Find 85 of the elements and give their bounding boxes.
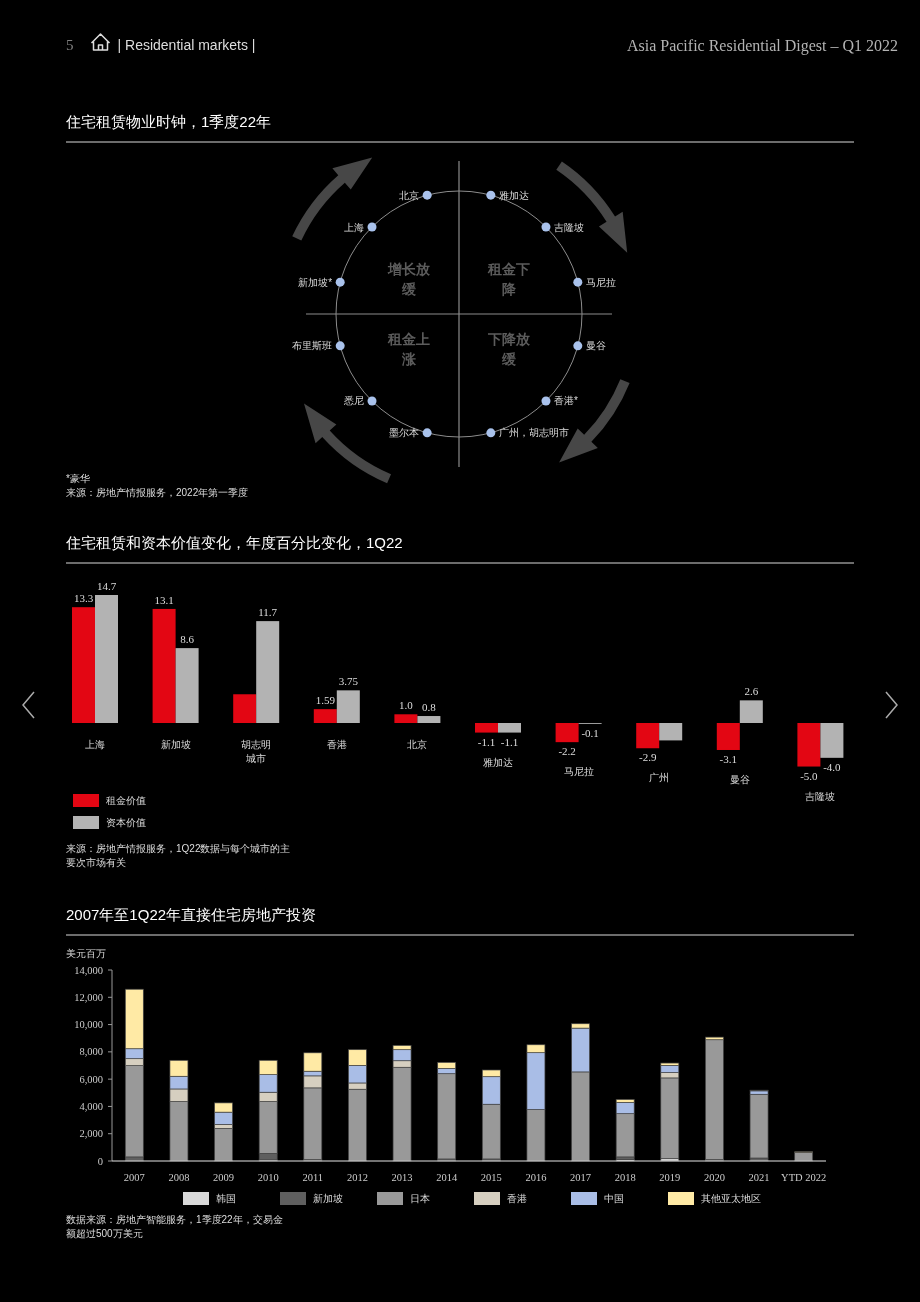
x-tick-label: 2007 [123, 1172, 145, 1183]
y-tick-label: 4,000 [79, 1100, 103, 1112]
category-label: 墨尔本 [389, 427, 420, 439]
x-tick-label: 2019 [659, 1172, 681, 1183]
data-label: 2.6 [744, 685, 759, 698]
text: 住宅租赁物业时钟，1季度22年 [65, 113, 272, 130]
data-label: 1.59 [315, 694, 336, 707]
x-tick-label: 香港 [326, 739, 347, 750]
x-tick-label: 2014 [436, 1172, 458, 1183]
data-label: -1.1 [477, 735, 496, 748]
x-tick-label: 2009 [213, 1172, 235, 1183]
x-tick-label: 胡志明城市 [241, 739, 272, 764]
x-tick-label: 2020 [703, 1172, 725, 1183]
category-label: 雅加达 [498, 189, 529, 201]
data-label: 3.75 [338, 675, 359, 688]
x-tick-label: 马尼拉 [563, 766, 594, 778]
data-label: -2.2 [558, 745, 576, 758]
category-label: 马尼拉 [585, 276, 616, 288]
text: 租金上涨 [387, 331, 430, 367]
data-label: -3.1 [719, 752, 738, 765]
category-label: 吉隆坡 [553, 221, 584, 233]
x-tick-label: 2015 [480, 1172, 502, 1183]
category-label: 上海 [344, 221, 365, 233]
source-note: 来源：房地产情报服务，2022年第一季度 [66, 487, 249, 498]
data-label: 1.0 [399, 699, 414, 712]
category-label: 悉尼 [343, 395, 365, 407]
data-label: 14.7 [96, 580, 117, 592]
legend-label: 租金价值 [106, 795, 146, 806]
data-label: -2.9 [638, 751, 657, 764]
data-label: -5.0 [800, 769, 819, 782]
text: 租金下降 [487, 261, 530, 297]
data-label: 11.7 [258, 606, 278, 619]
chart-title: 2007年至1Q22年直接住宅房地产投资 [66, 906, 317, 923]
x-tick-label: 2011 [302, 1172, 324, 1183]
text: 增长放缓 [387, 261, 431, 297]
legend-label: 日本 [410, 1193, 430, 1204]
y-tick-label: 10,000 [74, 1019, 103, 1031]
data-label: 13.1 [154, 593, 174, 606]
data-label: 8.6 [180, 633, 195, 646]
legend-label: 香港 [507, 1193, 527, 1204]
data-label: 13.3 [73, 592, 94, 605]
x-tick-label: 2017 [570, 1172, 592, 1183]
x-tick-label: 曼谷 [729, 773, 750, 785]
legend-label: 其他亚太地区 [701, 1193, 761, 1204]
x-tick-label: 2016 [525, 1172, 547, 1183]
x-tick-label: 2013 [391, 1172, 413, 1183]
category-label: 布里斯班 [292, 340, 333, 352]
x-tick-label: 广州 [649, 772, 670, 784]
y-tick-label: 8,000 [79, 1046, 103, 1058]
category-label: 广州，胡志明市 [498, 427, 569, 439]
x-tick-label: 上海 [85, 739, 105, 750]
text: *豪华 [66, 473, 90, 484]
y-tick-label: 6,000 [79, 1073, 103, 1085]
legend-label: 韩国 [216, 1193, 236, 1204]
y-axis-title: 美元百万 [66, 948, 106, 959]
text: | Residential markets | [117, 37, 256, 53]
x-tick-label: 2008 [168, 1172, 190, 1183]
text: 下降放缓 [487, 331, 531, 367]
x-tick-label: 新加坡 [160, 739, 191, 750]
legend-label: 中国 [604, 1193, 624, 1204]
data-label: -1.1 [500, 735, 519, 748]
x-tick-label: 北京 [407, 739, 428, 750]
x-tick-label: 2021 [748, 1172, 770, 1183]
category-label: 曼谷 [585, 340, 606, 352]
x-tick-label: 2018 [614, 1172, 636, 1183]
data-label: 0.8 [422, 701, 437, 714]
x-tick-label: 2010 [257, 1172, 279, 1183]
text: Asia Pacific Residential Digest – Q1 2022 [626, 37, 898, 55]
y-tick-label: 2,000 [79, 1128, 103, 1140]
category-label: 香港* [553, 395, 578, 407]
category-label: 新加坡* [298, 276, 333, 288]
y-tick-label: 14,000 [74, 964, 103, 976]
source-note: 来源：房地产情报服务，1Q22数据与每个城市的主要次市场有关 [66, 843, 291, 868]
legend-label: 资本价值 [106, 817, 146, 828]
x-tick-label: YTD 2022 [781, 1172, 827, 1183]
data-label: -0.1 [581, 726, 599, 739]
source-note: 数据来源：房地产智能服务，1季度22年，交易金额超过500万美元 [66, 1214, 283, 1239]
x-tick-label: 2012 [346, 1172, 368, 1183]
data-label: -4.0 [823, 760, 842, 773]
text: 5 [66, 37, 74, 53]
category-label: 北京 [399, 189, 420, 201]
y-tick-label: 12,000 [74, 991, 103, 1003]
legend-label: 新加坡 [313, 1193, 343, 1204]
chart-title: 住宅租赁和资本价值变化，年度百分比变化，1Q22 [65, 534, 403, 551]
y-tick-label: 0 [97, 1155, 103, 1167]
